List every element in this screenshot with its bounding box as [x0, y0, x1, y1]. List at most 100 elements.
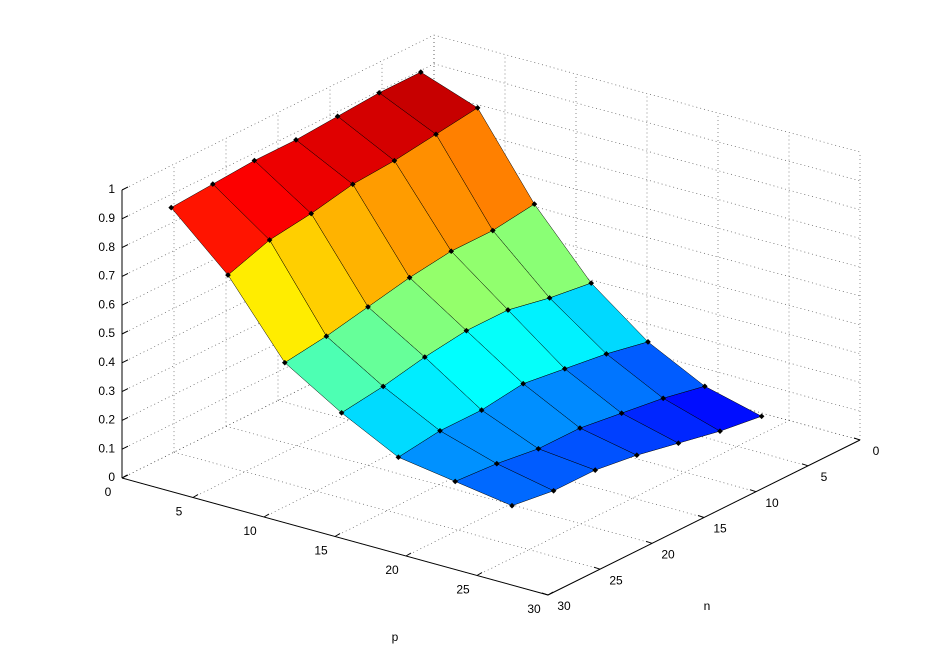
z-tick-label: 0.7 [98, 269, 115, 283]
x-tick-label: 15 [314, 544, 328, 558]
data-point [433, 131, 439, 138]
z-tick-label: 0.3 [98, 384, 115, 398]
data-point [717, 428, 723, 435]
z-tick [121, 330, 129, 335]
data-point [281, 359, 288, 366]
data-point [452, 478, 459, 485]
grid-line [433, 34, 861, 153]
x-tick-label: 10 [243, 524, 257, 538]
grid-line [433, 92, 861, 210]
x-axis-label: p [392, 630, 399, 644]
data-point [323, 333, 330, 340]
data-point [474, 105, 481, 111]
data-point [546, 295, 553, 301]
data-point [489, 227, 496, 234]
z-tick-label: 0.5 [98, 326, 115, 340]
data-point [209, 181, 216, 187]
x-tick-label: 0 [105, 485, 112, 499]
x-tick-label: 20 [385, 563, 399, 577]
x-tick [476, 572, 483, 576]
data-point [758, 413, 765, 420]
data-point [493, 460, 500, 467]
z-tick-label: 0.4 [98, 355, 115, 369]
y-axis-label: n [704, 599, 711, 613]
z-tick [121, 388, 129, 393]
z-tick-label: 0.6 [98, 297, 115, 311]
grid-line [433, 63, 861, 182]
z-tick [121, 215, 129, 220]
data-point [505, 307, 511, 313]
data-point [376, 89, 383, 96]
data-point [251, 157, 258, 164]
data-point [588, 280, 595, 286]
data-point [701, 383, 708, 390]
y-tick-label: 20 [661, 548, 675, 562]
data-point [417, 69, 424, 75]
data-point [561, 365, 568, 372]
data-point [338, 409, 345, 416]
z-tick [121, 416, 129, 421]
data-point [645, 339, 651, 345]
data-point [293, 137, 299, 143]
data-point [509, 502, 515, 509]
z-tick-label: 0 [108, 470, 115, 484]
y-tick [801, 463, 809, 467]
x-tick-label: 30 [527, 602, 541, 616]
x-tick [121, 474, 128, 479]
data-point [660, 395, 667, 402]
y-tick [593, 566, 601, 570]
data-point [520, 380, 527, 387]
data-point [266, 237, 273, 243]
y-tick-label: 0 [873, 444, 880, 458]
data-point [535, 445, 542, 452]
data-point [675, 440, 682, 447]
x-tick-label: 25 [456, 583, 470, 597]
z-tick [121, 445, 129, 450]
z-tick-label: 0.2 [98, 413, 115, 427]
grid-line [433, 207, 861, 326]
z-tick-label: 0.8 [98, 240, 115, 254]
y-tick-label: 5 [821, 470, 828, 484]
data-point [603, 351, 610, 357]
y-tick [853, 437, 861, 441]
data-point [577, 425, 583, 431]
z-tick-label: 0.9 [98, 211, 115, 225]
data-point [391, 157, 398, 164]
x-tick-label: 5 [176, 505, 183, 519]
y-tick [645, 540, 653, 544]
data-point [448, 248, 455, 255]
data-point [550, 487, 557, 494]
data-point [308, 210, 315, 217]
x-tick [405, 552, 412, 557]
data-point [225, 272, 231, 278]
data-point [463, 327, 470, 334]
x-tick [547, 591, 554, 596]
data-point [380, 383, 387, 390]
data-point [365, 304, 371, 310]
data-point [406, 274, 413, 281]
z-tick-label: 0.1 [98, 441, 115, 455]
z-tick [121, 359, 129, 364]
data-point [633, 452, 640, 459]
grid-line [225, 426, 653, 544]
y-tick [697, 515, 705, 518]
data-point [618, 410, 625, 417]
data-point [437, 427, 443, 434]
z-tick-label: 1 [108, 182, 115, 196]
data-point [478, 407, 485, 413]
y-tick-label: 15 [713, 522, 727, 536]
x-tick [263, 513, 270, 518]
z-tick [121, 301, 129, 306]
data-point [531, 201, 538, 207]
grid-line [433, 265, 861, 383]
x-tick [192, 494, 199, 498]
y-tick-label: 10 [765, 496, 779, 510]
y-tick-label: 25 [609, 573, 623, 587]
y-tick-label: 30 [557, 599, 571, 613]
data-point [334, 113, 341, 120]
x-tick [334, 533, 341, 537]
data-point [395, 454, 402, 461]
data-point [592, 467, 599, 473]
grid-line [433, 121, 861, 239]
